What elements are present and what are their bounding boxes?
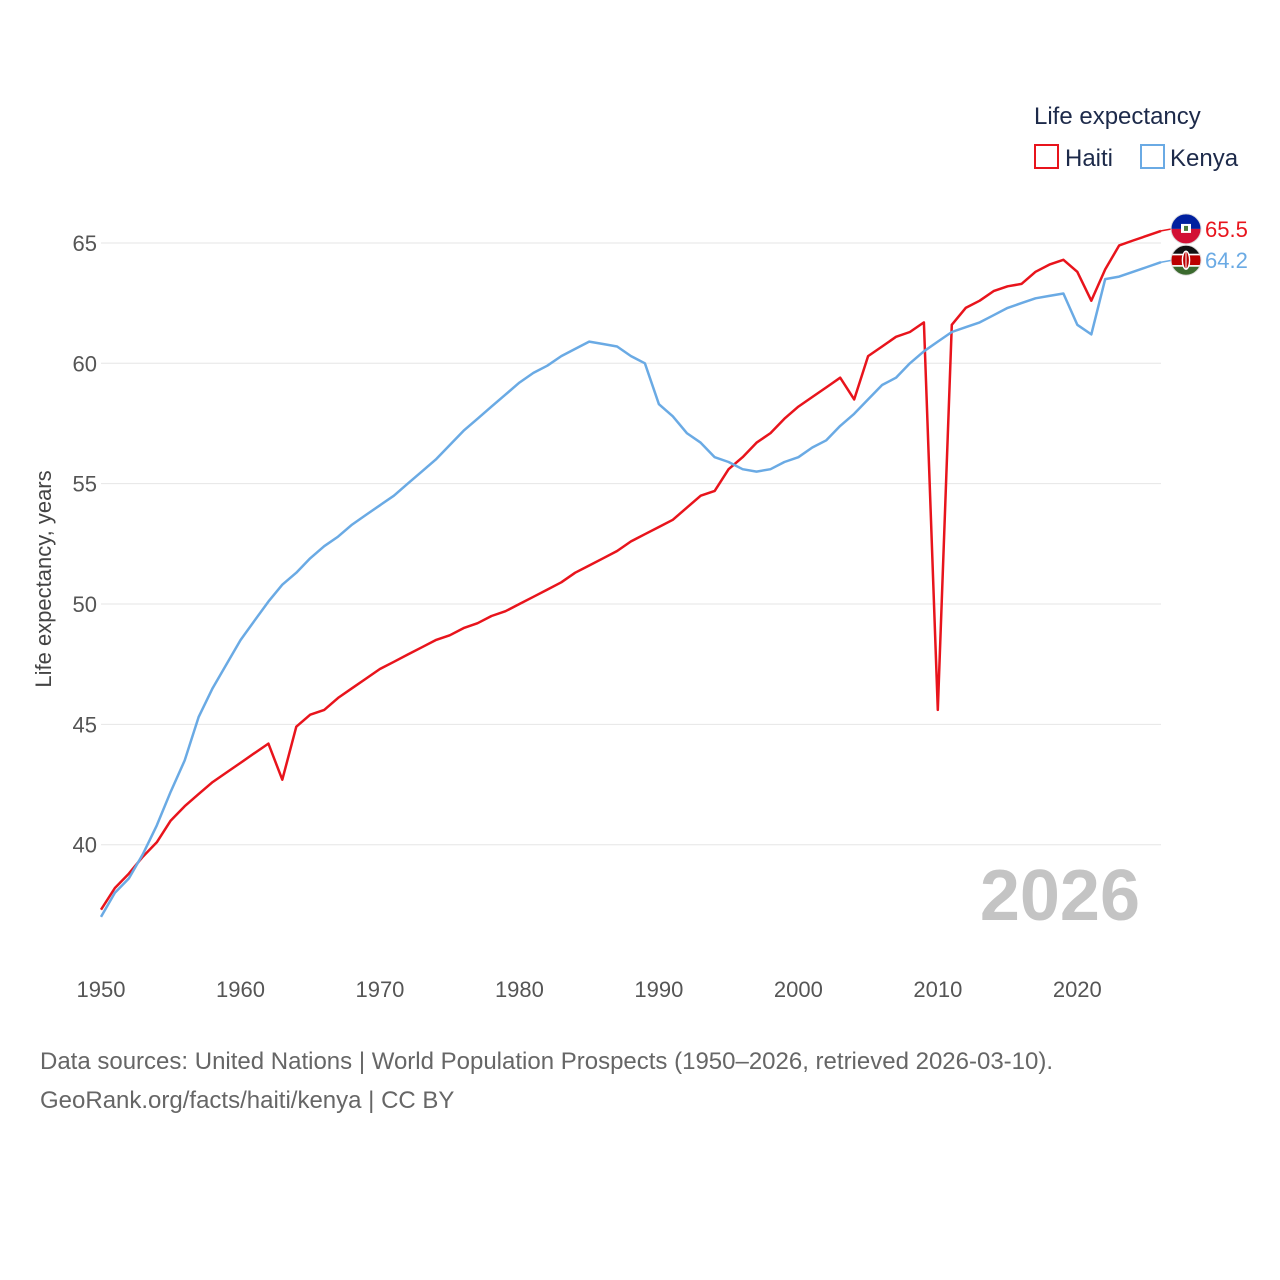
legend-title: Life expectancy xyxy=(1034,103,1201,130)
source-link[interactable]: GeoRank.org/facts/haiti/kenya | CC BY xyxy=(40,1087,455,1114)
y-tick-label-65: 65 xyxy=(73,231,97,256)
kenya-flag-icon xyxy=(1170,244,1202,276)
source-line: Data sources: United Nations | World Pop… xyxy=(40,1048,1054,1075)
end-label-haiti: 65.5 xyxy=(1205,217,1248,242)
series-lines xyxy=(99,229,1162,918)
x-tick-label-1950: 1950 xyxy=(77,977,126,1002)
legend-item-haiti[interactable]: Haiti xyxy=(1034,144,1113,172)
y-tick-label-45: 45 xyxy=(73,712,97,737)
end-labels: 65.5 64.2 xyxy=(1160,213,1248,276)
y-tick-label-50: 50 xyxy=(73,592,97,617)
y-tick-label-55: 55 xyxy=(73,472,97,497)
legend-swatch-haiti xyxy=(1034,144,1059,169)
haiti-flag-icon xyxy=(1170,213,1202,245)
legend-item-kenya[interactable]: Kenya xyxy=(1140,144,1239,172)
x-tick-label-1980: 1980 xyxy=(495,977,544,1002)
end-connector-haiti xyxy=(1160,228,1173,232)
legend-swatch-kenya xyxy=(1140,144,1165,169)
gridlines xyxy=(101,242,1161,846)
series-line-kenya[interactable] xyxy=(99,261,1162,918)
x-tick-label-1960: 1960 xyxy=(216,977,265,1002)
line-chart: 40 45 50 55 60 65 1950 1960 1970 1980 1990 2000 201… xyxy=(31,103,1248,1002)
series-line-haiti[interactable] xyxy=(99,229,1162,911)
year-watermark: 2026 xyxy=(980,856,1140,936)
source-note: Data sources: United Nations | World Pop… xyxy=(40,1042,1240,1120)
legend-label-kenya: Kenya xyxy=(1170,145,1239,172)
x-tick-label-2000: 2000 xyxy=(774,977,823,1002)
end-connector-kenya xyxy=(1160,259,1173,263)
x-axis: 1950 1960 1970 1980 1990 2000 2010 2020 xyxy=(77,977,1102,1002)
y-axis-title: Life expectancy, years xyxy=(31,470,56,687)
end-label-kenya: 64.2 xyxy=(1205,248,1248,273)
x-tick-label-2010: 2010 xyxy=(913,977,962,1002)
x-tick-label-2020: 2020 xyxy=(1053,977,1102,1002)
y-tick-label-40: 40 xyxy=(73,833,97,858)
x-tick-label-1990: 1990 xyxy=(634,977,683,1002)
y-axis: 40 45 50 55 60 65 xyxy=(73,231,97,858)
legend-label-haiti: Haiti xyxy=(1065,145,1113,172)
y-tick-label-60: 60 xyxy=(73,351,97,376)
x-tick-label-1970: 1970 xyxy=(355,977,404,1002)
legend: Life expectancy Haiti Kenya xyxy=(1034,103,1239,172)
